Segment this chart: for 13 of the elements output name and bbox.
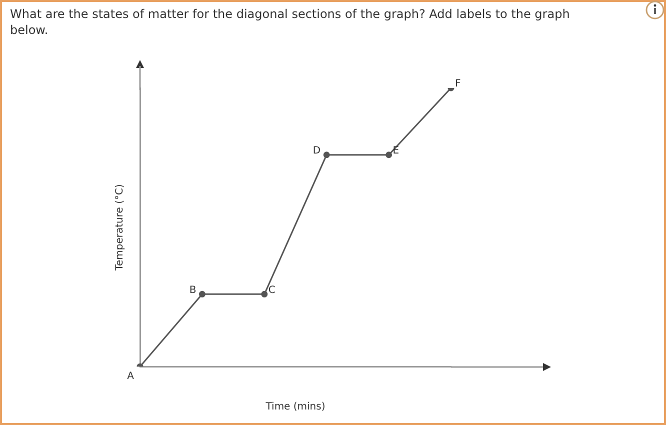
annotation: E — [392, 145, 400, 156]
chart-title: What are the states of matter for the diagonal sections of the graph? Add labels to the graph below. — [10, 6, 571, 38]
text: A — [127, 371, 134, 382]
point — [323, 152, 330, 158]
point — [261, 290, 268, 298]
y-axis-title: Temperature (°C) — [114, 184, 126, 272]
annotation: C — [268, 284, 276, 296]
text: F — [455, 78, 461, 90]
annotation: B — [189, 284, 196, 296]
point — [198, 290, 206, 298]
x-axis-title: Time (mins) — [264, 402, 326, 413]
point — [386, 152, 392, 158]
annotation: D — [312, 145, 321, 156]
